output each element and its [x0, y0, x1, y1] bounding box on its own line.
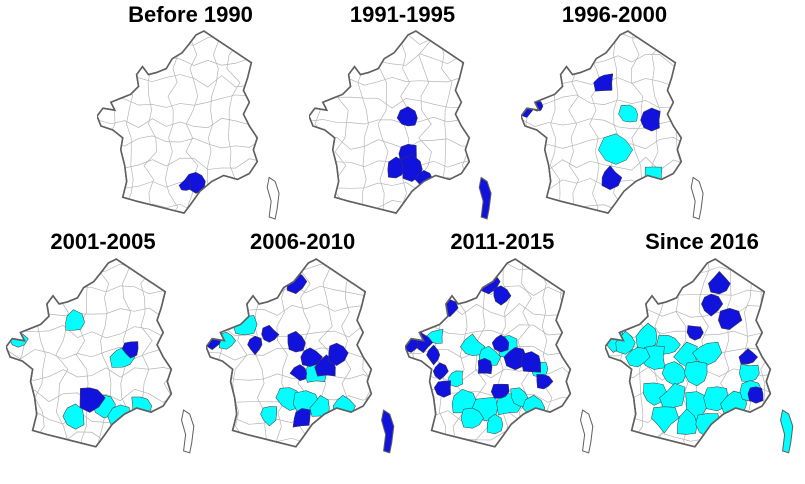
france-map — [96, 30, 280, 220]
panel-title: 2001-2005 — [50, 229, 156, 255]
panel-title: 1996-2000 — [561, 2, 668, 27]
panel-2011-2015: 2011-2015 — [405, 229, 599, 458]
panel-title: 2011-2015 — [450, 229, 555, 255]
france-map — [205, 257, 394, 454]
france-map — [308, 30, 492, 220]
row-top: Before 1990 1991-1995 1996-2000 — [0, 0, 805, 225]
panel-title: 2006-2010 — [250, 229, 356, 255]
panel-title: Since 2016 — [645, 229, 759, 255]
france-map — [6, 257, 195, 454]
panel-before-1990: Before 1990 — [96, 2, 285, 225]
panel-since-2016: Since 2016 — [604, 229, 799, 458]
panel-2006-2010: 2006-2010 — [205, 229, 400, 458]
france-map — [604, 257, 794, 454]
panel-title: Before 1990 — [128, 2, 253, 27]
row-bottom: 2001-2005 2006-2010 2011-2015 Since 2016 — [0, 229, 805, 458]
panel-1996-2000: 1996-2000 — [520, 2, 709, 225]
panel-title: 1991-1995 — [349, 2, 456, 27]
panel-2001-2005: 2001-2005 — [6, 229, 200, 458]
france-map — [520, 30, 704, 220]
france-map — [405, 257, 594, 454]
panel-1991-1995: 1991-1995 — [308, 2, 497, 225]
